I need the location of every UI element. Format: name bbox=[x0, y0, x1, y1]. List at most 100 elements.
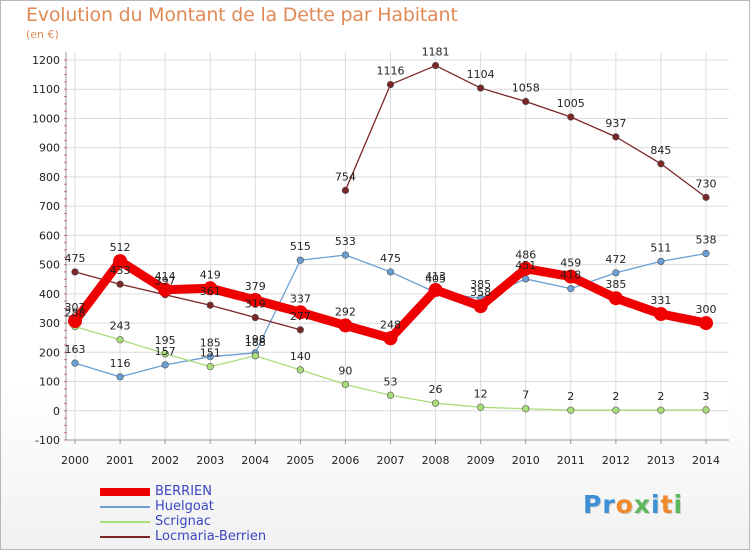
legend-label: Locmaria-Berrien bbox=[155, 529, 267, 544]
point-scrignac bbox=[431, 399, 440, 407]
x-tick-label: 2005 bbox=[286, 454, 314, 467]
point-scrignac bbox=[341, 380, 350, 389]
point-scrignac bbox=[386, 391, 395, 399]
point-locmaria-berrien bbox=[116, 280, 124, 288]
point-scrignac bbox=[206, 363, 214, 371]
legend-swatch bbox=[100, 521, 150, 523]
x-tick-label: 2002 bbox=[151, 454, 179, 467]
data-label-huelgoat: 116 bbox=[110, 357, 131, 370]
data-label-huelgoat: 451 bbox=[515, 259, 536, 272]
data-label-berrien: 379 bbox=[245, 280, 266, 293]
legend-item-huelgoat: Huelgoat bbox=[100, 499, 300, 514]
point-berrien bbox=[158, 282, 173, 297]
y-tick-label: 500 bbox=[39, 259, 60, 272]
chart-title: Evolution du Montant de la Dette par Hab… bbox=[26, 4, 458, 26]
point-scrignac bbox=[567, 406, 575, 414]
legend-swatch bbox=[100, 506, 150, 508]
data-label-scrignac: 2 bbox=[612, 390, 619, 403]
data-label-scrignac: 2 bbox=[567, 390, 574, 403]
point-huelgoat bbox=[567, 284, 575, 293]
y-tick-label: 1000 bbox=[32, 112, 60, 125]
data-label-scrignac: 243 bbox=[110, 320, 131, 333]
point-locmaria-berrien bbox=[206, 301, 214, 309]
data-label-huelgoat: 198 bbox=[245, 333, 266, 346]
data-label-huelgoat: 185 bbox=[200, 337, 221, 350]
proxiti-logo: Proxiti bbox=[583, 490, 684, 519]
x-tick-label: 2007 bbox=[377, 454, 405, 467]
data-label-locmaria-berrien: 475 bbox=[65, 252, 86, 265]
y-unit-label: (en €) bbox=[26, 28, 59, 41]
point-locmaria-berrien bbox=[657, 160, 665, 168]
data-label-scrignac: 195 bbox=[155, 334, 176, 347]
data-label-berrien: 512 bbox=[110, 241, 131, 254]
data-label-scrignac: 12 bbox=[474, 387, 488, 400]
data-label-huelgoat: 475 bbox=[380, 252, 401, 265]
plot-background bbox=[66, 52, 729, 440]
data-label-locmaria-berrien: 1005 bbox=[557, 97, 585, 110]
data-label-scrignac: 7 bbox=[522, 389, 529, 402]
data-label-berrien: 414 bbox=[155, 270, 176, 283]
y-tick-label: 1200 bbox=[32, 54, 60, 67]
data-label-locmaria-berrien: 754 bbox=[335, 170, 356, 183]
point-locmaria-berrien bbox=[431, 61, 440, 70]
data-label-locmaria-berrien: 845 bbox=[650, 144, 671, 157]
point-locmaria-berrien bbox=[612, 133, 620, 141]
data-label-scrignac: 53 bbox=[384, 375, 398, 388]
point-berrien bbox=[699, 316, 713, 331]
point-berrien bbox=[338, 318, 353, 333]
point-huelgoat bbox=[657, 257, 665, 266]
point-huelgoat bbox=[386, 268, 395, 276]
y-tick-label: 300 bbox=[39, 317, 60, 330]
y-tick-label: 1100 bbox=[32, 83, 60, 96]
x-tick-label: 2011 bbox=[557, 454, 585, 467]
legend-swatch bbox=[100, 536, 150, 538]
point-scrignac bbox=[657, 406, 665, 414]
series-layer bbox=[68, 61, 713, 414]
data-label-scrignac: 151 bbox=[200, 347, 221, 360]
point-berrien bbox=[428, 283, 443, 298]
point-huelgoat bbox=[206, 353, 214, 361]
point-berrien bbox=[608, 291, 623, 306]
x-tick-label: 2009 bbox=[467, 454, 495, 467]
data-label-berrien: 419 bbox=[200, 268, 221, 281]
point-berrien bbox=[113, 254, 128, 269]
data-label-scrignac: 288 bbox=[65, 307, 86, 320]
data-label-scrignac: 188 bbox=[245, 336, 266, 349]
y-tick-label: -100 bbox=[35, 434, 60, 447]
point-locmaria-berrien bbox=[477, 84, 485, 92]
data-label-scrignac: 90 bbox=[338, 364, 352, 377]
x-tick-label: 2008 bbox=[422, 454, 450, 467]
data-label-huelgoat: 515 bbox=[290, 240, 311, 253]
data-label-huelgoat: 385 bbox=[470, 278, 491, 291]
data-label-huelgoat: 418 bbox=[560, 269, 581, 282]
point-berrien bbox=[203, 281, 218, 296]
y-tick-label: 900 bbox=[39, 142, 60, 155]
point-huelgoat bbox=[341, 251, 350, 259]
legend-label: BERRIEN bbox=[155, 484, 212, 499]
point-scrignac bbox=[522, 405, 530, 413]
data-label-locmaria-berrien: 937 bbox=[605, 117, 626, 130]
data-label-huelgoat: 405 bbox=[425, 272, 446, 285]
data-label-huelgoat: 538 bbox=[696, 234, 717, 247]
point-locmaria-berrien bbox=[702, 193, 710, 201]
legend-label: Huelgoat bbox=[155, 499, 214, 514]
point-locmaria-berrien bbox=[341, 186, 350, 194]
data-labels: 307 512 414 419 379 337 292 248 413 358 486 459 385 3… bbox=[65, 46, 717, 404]
point-huelgoat bbox=[161, 361, 169, 369]
x-tick-label: 2012 bbox=[602, 454, 630, 467]
data-label-huelgoat: 157 bbox=[155, 345, 176, 358]
data-label-berrien: 307 bbox=[65, 301, 86, 314]
point-huelgoat bbox=[612, 269, 620, 277]
point-berrien bbox=[563, 269, 578, 284]
legend-item-locmaria-berrien: Locmaria-Berrien bbox=[100, 529, 300, 544]
data-label-berrien: 300 bbox=[696, 303, 717, 316]
grid bbox=[66, 52, 729, 441]
point-berrien bbox=[293, 305, 308, 320]
data-label-berrien: 248 bbox=[380, 318, 401, 331]
data-label-locmaria-berrien: 277 bbox=[290, 310, 311, 323]
data-label-huelgoat: 472 bbox=[605, 253, 626, 266]
point-berrien bbox=[383, 331, 398, 346]
data-label-scrignac: 140 bbox=[290, 350, 311, 363]
data-label-locmaria-berrien: 397 bbox=[155, 275, 176, 288]
data-label-berrien: 358 bbox=[470, 286, 491, 299]
